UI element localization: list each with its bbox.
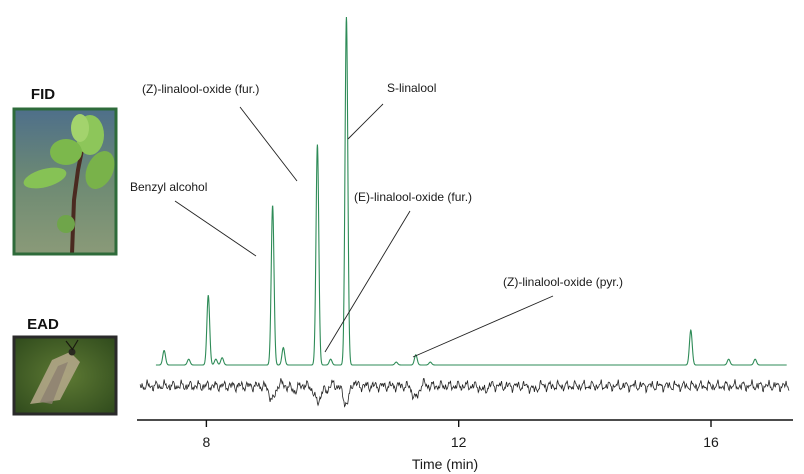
x-axis: 8 12 16 bbox=[137, 419, 793, 450]
fid-trace-group bbox=[155, 16, 787, 366]
annotation-label: (Z)-linalool-oxide (pyr.) bbox=[503, 275, 623, 289]
x-tick-label: 16 bbox=[703, 434, 719, 450]
fig-leaves-photo bbox=[12, 107, 118, 256]
annotation-leader bbox=[324, 210, 411, 353]
annotation-leader bbox=[347, 103, 384, 140]
annotation-label: (Z)-linalool-oxide (fur.) bbox=[142, 82, 259, 96]
annotation-leader bbox=[174, 200, 257, 257]
annotation-leader bbox=[239, 106, 298, 182]
ead-trace-group bbox=[139, 378, 790, 408]
x-axis-title: Time (min) bbox=[412, 456, 478, 472]
x-tick-label: 8 bbox=[202, 434, 210, 450]
annotation-2: Benzyl alcohol bbox=[130, 180, 257, 257]
annotation-label: Benzyl alcohol bbox=[130, 180, 207, 194]
annotation-label: S-linalool bbox=[387, 81, 436, 95]
fid-trace-line bbox=[155, 16, 787, 366]
annotation-3: (E)-linalool-oxide (fur.) bbox=[324, 190, 472, 353]
annotation-0: (Z)-linalool-oxide (fur.) bbox=[142, 82, 298, 182]
ead-title: EAD bbox=[27, 316, 59, 333]
insect-photo bbox=[12, 335, 118, 416]
x-tick-label: 12 bbox=[451, 434, 467, 450]
fid-title: FID bbox=[31, 86, 55, 103]
chromatogram: (Z)-linalool-oxide (fur.) S-linalool Benzy… bbox=[130, 16, 793, 472]
annotation-group: (Z)-linalool-oxide (fur.) S-linalool Benzy… bbox=[130, 81, 623, 358]
annotation-1: S-linalool bbox=[347, 81, 436, 140]
annotation-label: (E)-linalool-oxide (fur.) bbox=[354, 190, 472, 204]
annotation-4: (Z)-linalool-oxide (pyr.) bbox=[412, 275, 623, 358]
annotation-leader bbox=[412, 295, 554, 358]
ead-trace-line bbox=[139, 378, 790, 408]
